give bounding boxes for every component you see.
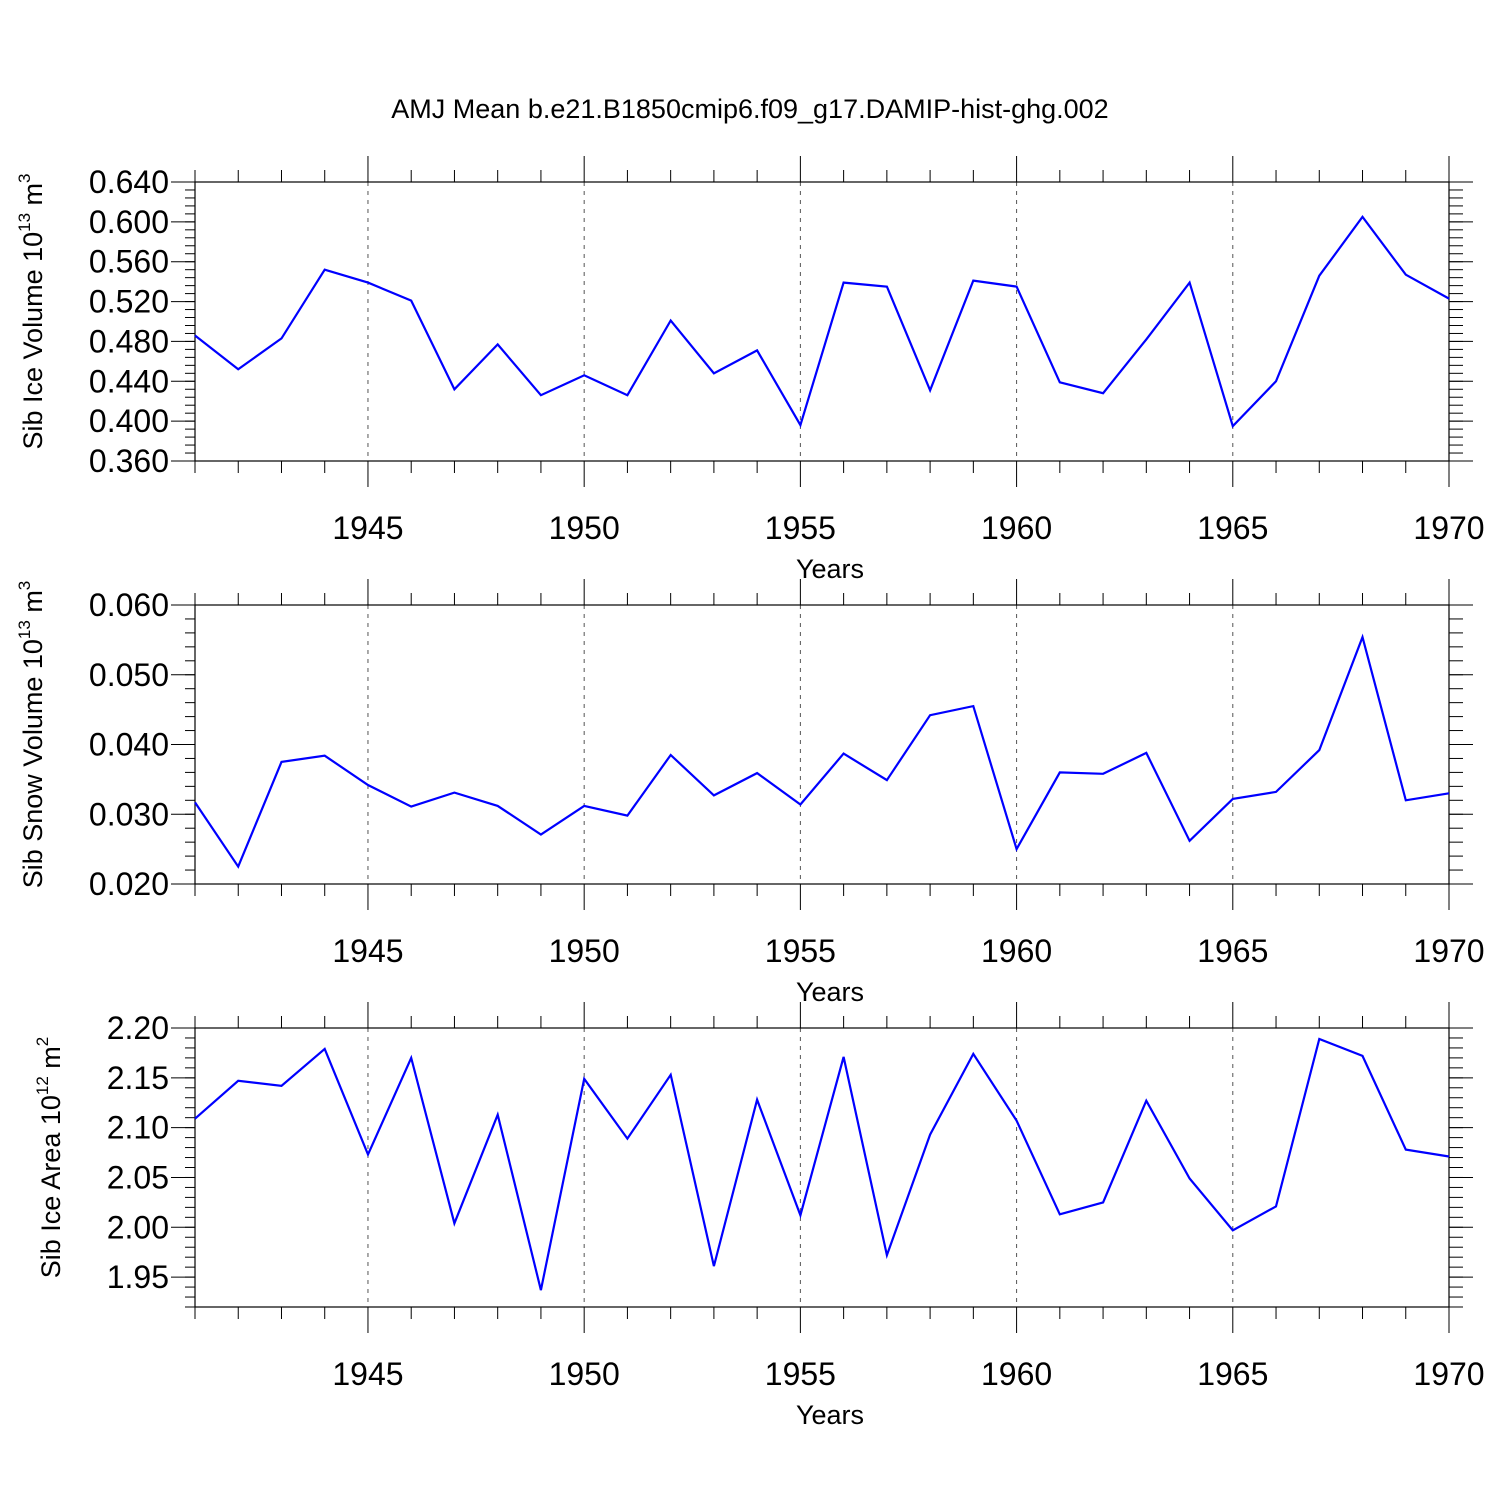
y-axis-label-superscript: 12 xyxy=(33,1076,52,1095)
series-line xyxy=(194,633,1450,869)
y-tick-label: 0.040 xyxy=(89,727,169,763)
panel-3: 1.95 2.00 2.05 2.10 2.15 2.20 1945 1950 1955 1960… xyxy=(33,1002,1485,1430)
x-axis-label: Years xyxy=(796,1400,864,1430)
y-tick-label: 0.560 xyxy=(89,244,169,280)
x-tick-label: 1955 xyxy=(765,1356,836,1392)
y-axis-label-superscript: 13 xyxy=(15,213,34,232)
chart-title: AMJ Mean b.e21.B1850cmip6.f09_g17.DAMIP-… xyxy=(391,94,1108,124)
plot-frame xyxy=(194,1027,1450,1308)
y-axis-label: Sib Ice Area 1012 m2 xyxy=(33,1037,66,1279)
series-line xyxy=(194,215,1450,429)
x-axis-label: Years xyxy=(796,977,864,1007)
x-tick-label: 1955 xyxy=(765,933,836,969)
x-tick-label: 1970 xyxy=(1413,510,1484,546)
y-axis-label-superscript: 3 xyxy=(15,173,34,182)
x-tick-label: 1960 xyxy=(981,933,1052,969)
panel-2: 0.020 0.030 0.040 0.050 0.060 1945 1950 1955 196… xyxy=(15,579,1485,1007)
y-axis-label-part: m xyxy=(18,183,48,213)
y-tick-label: 0.360 xyxy=(89,443,169,479)
x-tick-label: 1965 xyxy=(1197,510,1268,546)
y-tick-label: 2.00 xyxy=(107,1209,169,1245)
y-axis-label-superscript: 13 xyxy=(15,620,34,639)
y-tick-label: 0.030 xyxy=(89,796,169,832)
y-axis-label: Sib Ice Volume 1013 m3 xyxy=(15,173,48,449)
x-axis-label: Years xyxy=(796,554,864,584)
y-axis-label-part: m xyxy=(36,1046,66,1076)
x-tick-label: 1960 xyxy=(981,510,1052,546)
y-tick-label: 2.05 xyxy=(107,1159,169,1195)
y-tick-label: 0.020 xyxy=(89,866,169,902)
x-tick-label: 1970 xyxy=(1413,933,1484,969)
y-axis-label-superscript: 3 xyxy=(15,581,34,590)
y-axis-label-superscript: 2 xyxy=(33,1037,52,1046)
y-tick-label: 0.440 xyxy=(89,363,169,399)
y-axis-label-part: Sib Ice Volume 10 xyxy=(18,232,48,450)
y-tick-label: 2.10 xyxy=(107,1110,169,1146)
x-tick-label: 1950 xyxy=(549,933,620,969)
x-tick-label: 1950 xyxy=(549,1356,620,1392)
series-line xyxy=(194,1037,1450,1291)
plot-frame xyxy=(194,181,1450,462)
x-tick-label: 1955 xyxy=(765,510,836,546)
y-tick-label: 0.640 xyxy=(89,164,169,200)
x-tick-label: 1970 xyxy=(1413,1356,1484,1392)
y-tick-label: 0.600 xyxy=(89,204,169,240)
x-tick-label: 1945 xyxy=(332,1356,403,1392)
y-tick-label: 0.400 xyxy=(89,403,169,439)
x-tick-label: 1945 xyxy=(332,933,403,969)
x-tick-label: 1950 xyxy=(549,510,620,546)
y-tick-label: 2.15 xyxy=(107,1060,169,1096)
y-axis-label-part: m xyxy=(18,590,48,620)
y-axis-label: Sib Snow Volume 1013 m3 xyxy=(15,581,48,889)
x-tick-label: 1960 xyxy=(981,1356,1052,1392)
y-tick-label: 0.480 xyxy=(89,323,169,359)
x-tick-label: 1965 xyxy=(1197,1356,1268,1392)
y-tick-label: 1.95 xyxy=(107,1259,169,1295)
plot-frame xyxy=(194,604,1450,885)
y-tick-label: 0.050 xyxy=(89,657,169,693)
x-tick-label: 1945 xyxy=(332,510,403,546)
y-axis-label-part: Sib Snow Volume 10 xyxy=(18,639,48,888)
x-tick-label: 1965 xyxy=(1197,933,1268,969)
y-tick-label: 0.060 xyxy=(89,587,169,623)
y-tick-label: 2.20 xyxy=(107,1010,169,1046)
y-tick-label: 0.520 xyxy=(89,284,169,320)
y-axis-label-part: Sib Ice Area 10 xyxy=(36,1095,66,1278)
